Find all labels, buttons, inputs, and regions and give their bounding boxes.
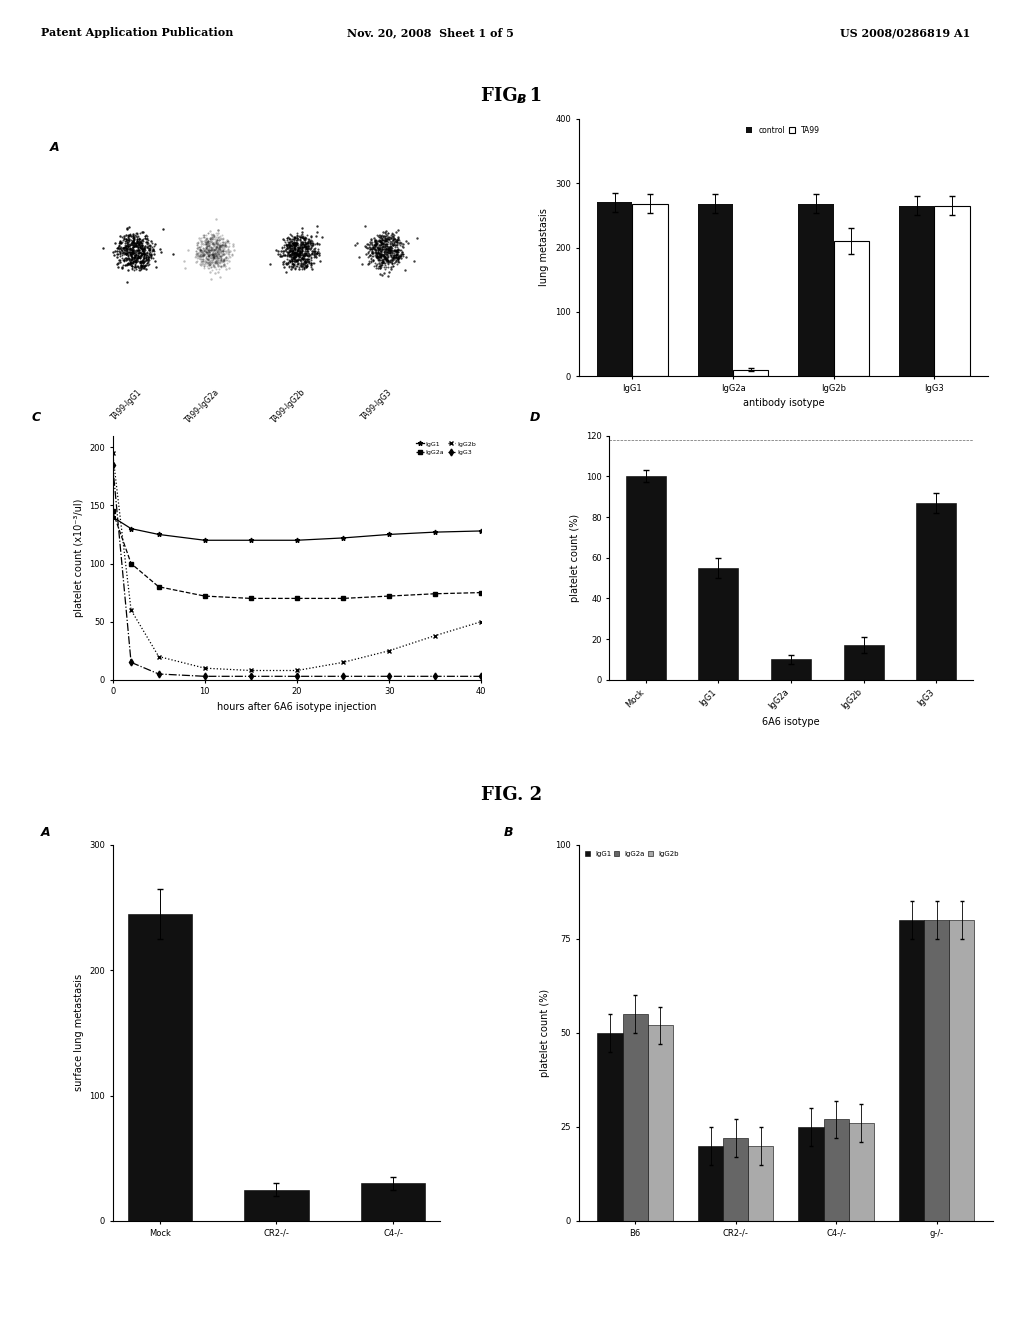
Bar: [597, 1032, 623, 1221]
Bar: [844, 645, 884, 680]
Bar: [916, 503, 956, 680]
Bar: [623, 1014, 647, 1221]
Text: TA99-IgG3: TA99-IgG3: [359, 388, 393, 422]
Text: D: D: [529, 412, 540, 424]
IgG3: [475, 668, 487, 684]
IgG1: [199, 532, 211, 548]
Line: IgG3: IgG3: [111, 462, 483, 678]
IgG2b: [245, 663, 257, 678]
IgG2a: [125, 556, 137, 572]
IgG3: [429, 668, 441, 684]
Bar: [834, 242, 869, 376]
Text: Nov. 20, 2008  Sheet 1 of 5: Nov. 20, 2008 Sheet 1 of 5: [347, 28, 513, 38]
IgG3: [199, 668, 211, 684]
Y-axis label: platelet count (x10⁻³/ul): platelet count (x10⁻³/ul): [74, 499, 84, 616]
Text: C: C: [32, 412, 41, 424]
Bar: [697, 203, 733, 376]
Line: IgG2b: IgG2b: [111, 450, 483, 673]
IgG3: [153, 667, 165, 682]
IgG2b: [337, 655, 349, 671]
IgG2b: [429, 628, 441, 644]
IgG3: [291, 668, 303, 684]
IgG2a: [337, 590, 349, 606]
Bar: [849, 1123, 873, 1221]
IgG3: [337, 668, 349, 684]
Bar: [245, 1189, 308, 1221]
Bar: [771, 660, 811, 680]
IgG2b: [199, 660, 211, 676]
IgG2b: [383, 643, 395, 659]
Y-axis label: surface lung metastasis: surface lung metastasis: [74, 974, 84, 1092]
Bar: [626, 477, 666, 680]
Text: TA99-IgG2a: TA99-IgG2a: [184, 388, 221, 425]
IgG1: [337, 531, 349, 546]
IgG3: [106, 457, 119, 473]
IgG1: [475, 523, 487, 539]
IgG1: [153, 527, 165, 543]
Bar: [361, 1183, 425, 1221]
Bar: [934, 206, 970, 376]
IgG2b: [291, 663, 303, 678]
Text: FIG. 2: FIG. 2: [481, 787, 543, 804]
Bar: [698, 1146, 723, 1221]
Bar: [733, 370, 768, 376]
IgG1: [125, 520, 137, 536]
X-axis label: hours after 6A6 isotype injection: hours after 6A6 isotype injection: [217, 702, 377, 711]
IgG2a: [106, 503, 119, 519]
Bar: [597, 202, 633, 376]
Text: A: A: [41, 826, 50, 840]
Line: IgG2a: IgG2a: [111, 508, 483, 601]
IgG1: [383, 527, 395, 543]
Text: US 2008/0286819 A1: US 2008/0286819 A1: [840, 28, 970, 38]
IgG3: [245, 668, 257, 684]
Bar: [823, 1119, 849, 1221]
X-axis label: 6A6 isotype: 6A6 isotype: [762, 717, 820, 727]
IgG2b: [153, 648, 165, 664]
Text: Patent Application Publication: Patent Application Publication: [41, 28, 233, 38]
Text: B: B: [504, 826, 513, 840]
Text: FIG. 1: FIG. 1: [481, 87, 543, 104]
IgG1: [245, 532, 257, 548]
Legend: control, TA99: control, TA99: [743, 123, 823, 137]
IgG2b: [125, 602, 137, 618]
IgG1: [291, 532, 303, 548]
Text: B: B: [517, 94, 526, 106]
IgG1: [106, 510, 119, 525]
IgG2b: [475, 614, 487, 630]
X-axis label: antibody isotype: antibody isotype: [742, 399, 824, 408]
Text: TA99-IgG1: TA99-IgG1: [110, 388, 144, 421]
Bar: [799, 203, 834, 376]
Y-axis label: lung metastasis: lung metastasis: [540, 209, 550, 286]
Y-axis label: platelet count (%): platelet count (%): [570, 513, 581, 602]
IgG2a: [383, 589, 395, 605]
Bar: [899, 206, 934, 376]
Bar: [949, 920, 975, 1221]
Bar: [924, 920, 949, 1221]
IgG2a: [245, 590, 257, 606]
Bar: [723, 1138, 749, 1221]
IgG2b: [106, 445, 119, 461]
IgG2a: [291, 590, 303, 606]
Text: TA99-IgG2b: TA99-IgG2b: [270, 388, 307, 425]
IgG2a: [199, 589, 211, 605]
Legend: IgG1, IgG2a, IgG2b, IgG3: IgG1, IgG2a, IgG2b, IgG3: [414, 438, 478, 458]
Bar: [698, 568, 738, 680]
Y-axis label: platelet count (%): platelet count (%): [540, 989, 550, 1077]
Bar: [799, 1127, 823, 1221]
Legend: IgG1, IgG2a, IgG2b: IgG1, IgG2a, IgG2b: [582, 849, 682, 859]
Bar: [647, 1026, 673, 1221]
Bar: [899, 920, 924, 1221]
IgG3: [125, 655, 137, 671]
IgG2a: [153, 579, 165, 595]
Bar: [633, 203, 668, 376]
IgG2a: [429, 586, 441, 602]
Bar: [749, 1146, 773, 1221]
Line: IgG1: IgG1: [111, 515, 483, 543]
IgG3: [383, 668, 395, 684]
Text: A: A: [49, 140, 59, 153]
IgG1: [429, 524, 441, 540]
IgG2a: [475, 585, 487, 601]
Bar: [128, 913, 191, 1221]
